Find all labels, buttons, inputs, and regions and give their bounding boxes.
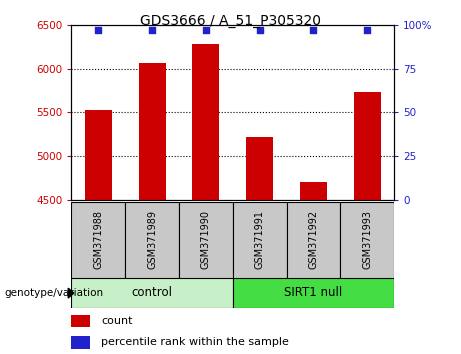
Point <box>310 27 317 33</box>
Text: GSM371993: GSM371993 <box>362 210 372 269</box>
Point <box>364 27 371 33</box>
Bar <box>71 202 125 278</box>
Bar <box>71 336 90 349</box>
Bar <box>287 202 340 278</box>
Text: percentile rank within the sample: percentile rank within the sample <box>101 337 289 348</box>
Bar <box>354 92 381 200</box>
Point <box>202 27 210 33</box>
Text: GDS3666 / A_51_P305320: GDS3666 / A_51_P305320 <box>140 14 321 28</box>
Text: count: count <box>101 316 132 326</box>
Text: control: control <box>132 286 172 299</box>
Point <box>148 27 156 33</box>
Text: genotype/variation: genotype/variation <box>5 288 104 298</box>
Text: GSM371991: GSM371991 <box>254 210 265 269</box>
Bar <box>300 183 327 200</box>
Bar <box>233 278 394 308</box>
Text: GSM371990: GSM371990 <box>201 210 211 269</box>
Text: GSM371988: GSM371988 <box>93 210 103 269</box>
Bar <box>71 315 90 327</box>
Text: GSM371989: GSM371989 <box>147 210 157 269</box>
Bar <box>193 44 219 200</box>
Polygon shape <box>68 288 74 298</box>
Text: SIRT1 null: SIRT1 null <box>284 286 343 299</box>
Point <box>95 27 102 33</box>
Point <box>256 27 263 33</box>
Bar <box>246 137 273 200</box>
Text: GSM371992: GSM371992 <box>308 210 319 269</box>
Bar <box>139 63 165 200</box>
Bar <box>179 202 233 278</box>
Bar <box>233 202 287 278</box>
Bar <box>85 110 112 200</box>
Bar <box>125 202 179 278</box>
Bar <box>71 278 233 308</box>
Bar <box>340 202 394 278</box>
